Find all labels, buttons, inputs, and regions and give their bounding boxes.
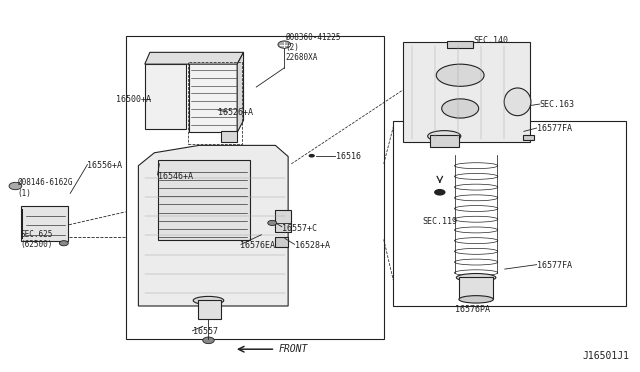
Bar	[394, 121, 626, 306]
Bar	[403, 42, 531, 142]
Bar	[275, 237, 288, 247]
Text: 16557+C: 16557+C	[282, 224, 317, 233]
Bar	[157, 160, 250, 240]
Text: 16577FA: 16577FA	[537, 261, 572, 270]
Text: FRONT: FRONT	[278, 344, 308, 354]
Bar	[429, 135, 459, 147]
Text: 16576EA: 16576EA	[241, 241, 275, 250]
Polygon shape	[138, 145, 288, 306]
Bar	[275, 210, 291, 232]
Ellipse shape	[442, 99, 479, 118]
Bar	[189, 62, 237, 132]
Bar	[20, 206, 68, 241]
Circle shape	[60, 241, 68, 246]
Bar	[125, 36, 384, 339]
Ellipse shape	[504, 88, 531, 116]
Text: Ø08360-41225
(2)
22680XA: Ø08360-41225 (2) 22680XA	[285, 33, 340, 62]
Text: SEC.625
(62500): SEC.625 (62500)	[20, 230, 53, 249]
Bar	[523, 135, 534, 140]
Text: SEC.163: SEC.163	[540, 100, 575, 109]
Text: 16528+A: 16528+A	[294, 241, 330, 250]
Circle shape	[308, 154, 315, 158]
Circle shape	[268, 220, 276, 225]
Bar	[188, 62, 243, 144]
Ellipse shape	[436, 64, 484, 86]
Circle shape	[278, 41, 291, 48]
Circle shape	[203, 337, 214, 344]
Ellipse shape	[456, 273, 496, 282]
Circle shape	[9, 182, 22, 190]
Bar	[447, 41, 473, 48]
Bar	[459, 277, 493, 299]
Ellipse shape	[459, 296, 493, 303]
Ellipse shape	[193, 296, 224, 305]
Text: 16500+A: 16500+A	[116, 95, 151, 104]
Text: 16516: 16516	[336, 152, 361, 161]
Text: SEC.140: SEC.140	[473, 36, 508, 45]
Text: Ø08146-6162G
(1): Ø08146-6162G (1)	[17, 178, 73, 198]
Text: 16526+A: 16526+A	[218, 108, 253, 117]
Polygon shape	[237, 52, 244, 132]
Bar	[221, 131, 237, 142]
Text: 16576PA: 16576PA	[456, 305, 490, 314]
Bar	[145, 64, 186, 129]
Bar	[198, 300, 221, 319]
Circle shape	[434, 189, 445, 196]
Text: 16556+A: 16556+A	[88, 161, 122, 170]
Ellipse shape	[428, 131, 461, 142]
Polygon shape	[145, 52, 244, 64]
Text: J16501J1: J16501J1	[582, 352, 629, 361]
Text: SEC.119: SEC.119	[422, 217, 457, 225]
Text: 16557: 16557	[193, 327, 218, 336]
Text: 16546+A: 16546+A	[157, 172, 193, 181]
Text: 16577FA: 16577FA	[537, 124, 572, 133]
